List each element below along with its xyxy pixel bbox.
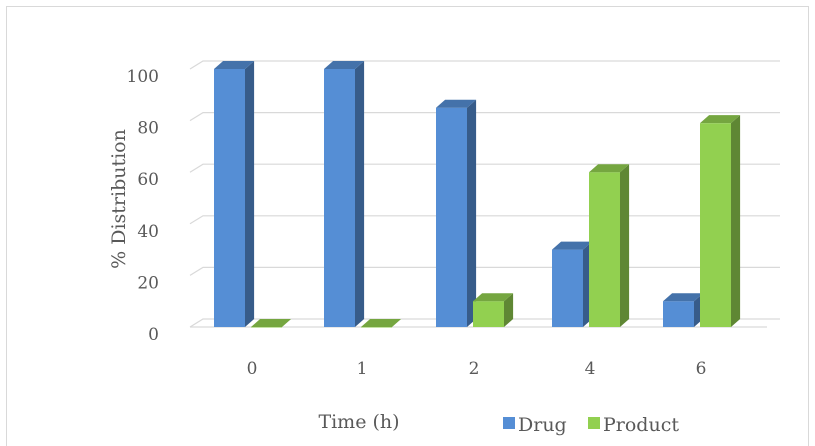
- legend-swatch-product: [588, 417, 600, 429]
- bar-product-1: [361, 319, 402, 328]
- bar-top-face: [436, 99, 477, 108]
- gridline: [189, 111, 780, 122]
- bar-top-face: [214, 61, 255, 69]
- y-tick-label: 80: [137, 119, 159, 139]
- bar-product-2: [473, 293, 514, 327]
- bar-top-face: [324, 61, 365, 69]
- bar-front-face: [473, 301, 504, 327]
- bar-drug-0: [214, 61, 255, 327]
- gridline: [189, 163, 780, 173]
- x-tick-labels: 0 1 2 4 6: [247, 359, 707, 379]
- bar-top-face: [700, 115, 741, 124]
- gridlines: [189, 60, 780, 328]
- bar-side-face: [620, 164, 630, 327]
- bar-chart: 0 20 40 60 80 100 0 1 2 4 6 % Distributi…: [108, 60, 780, 436]
- chart-frame: 0 20 40 60 80 100 0 1 2 4 6 % Distributi…: [6, 6, 809, 446]
- bar-side-face: [355, 61, 365, 327]
- bar-top-face: [473, 293, 514, 302]
- gridline: [189, 215, 780, 225]
- bar-product-6: [700, 115, 741, 328]
- y-tick-label: 20: [137, 273, 159, 293]
- bar-top-face: [663, 293, 704, 302]
- bar-front-face: [214, 69, 245, 327]
- bar-front-face: [361, 327, 392, 328]
- bar-side-face: [731, 115, 741, 328]
- bar-top-face: [552, 241, 593, 250]
- gridline: [189, 266, 780, 276]
- legend-label-drug: Drug: [518, 414, 567, 436]
- x-tick-label: 0: [247, 359, 258, 379]
- bar-front-face: [700, 123, 731, 328]
- x-tick-label: 2: [469, 359, 480, 379]
- x-tick-label: 1: [357, 359, 368, 379]
- x-tick-label: 6: [696, 359, 707, 379]
- bar-front-face: [589, 172, 620, 327]
- x-axis-label: Time (h): [318, 411, 399, 433]
- bar-side-face: [504, 293, 514, 327]
- legend: Drug Product: [503, 414, 679, 436]
- bar-side-face: [245, 61, 255, 327]
- bar-product-0: [251, 319, 292, 328]
- bar-top-face: [589, 164, 630, 173]
- bar-drug-6: [663, 293, 704, 327]
- y-tick-label: 60: [137, 170, 159, 190]
- bar-front-face: [663, 301, 694, 327]
- bar-drug-2: [436, 99, 477, 327]
- bar-front-face: [552, 249, 583, 327]
- y-axis-label: % Distribution: [108, 129, 130, 269]
- gridline: [189, 60, 780, 70]
- y-tick-labels: 0 20 40 60 80 100: [127, 67, 159, 345]
- y-tick-label: 0: [148, 325, 159, 345]
- y-tick-label: 100: [127, 67, 159, 87]
- bar-front-face: [324, 69, 355, 327]
- x-tick-label: 4: [585, 359, 596, 379]
- bar-side-face: [467, 99, 477, 327]
- bars: [214, 61, 741, 328]
- bar-product-4: [589, 164, 630, 327]
- bar-top-face: [361, 319, 402, 327]
- bar-front-face: [251, 327, 282, 328]
- legend-label-product: Product: [603, 414, 679, 436]
- bar-top-face: [251, 319, 292, 327]
- bar-drug-4: [552, 241, 593, 327]
- y-tick-label: 40: [137, 222, 159, 242]
- bar-front-face: [436, 107, 467, 327]
- legend-swatch-drug: [503, 417, 515, 429]
- bar-drug-1: [324, 61, 365, 327]
